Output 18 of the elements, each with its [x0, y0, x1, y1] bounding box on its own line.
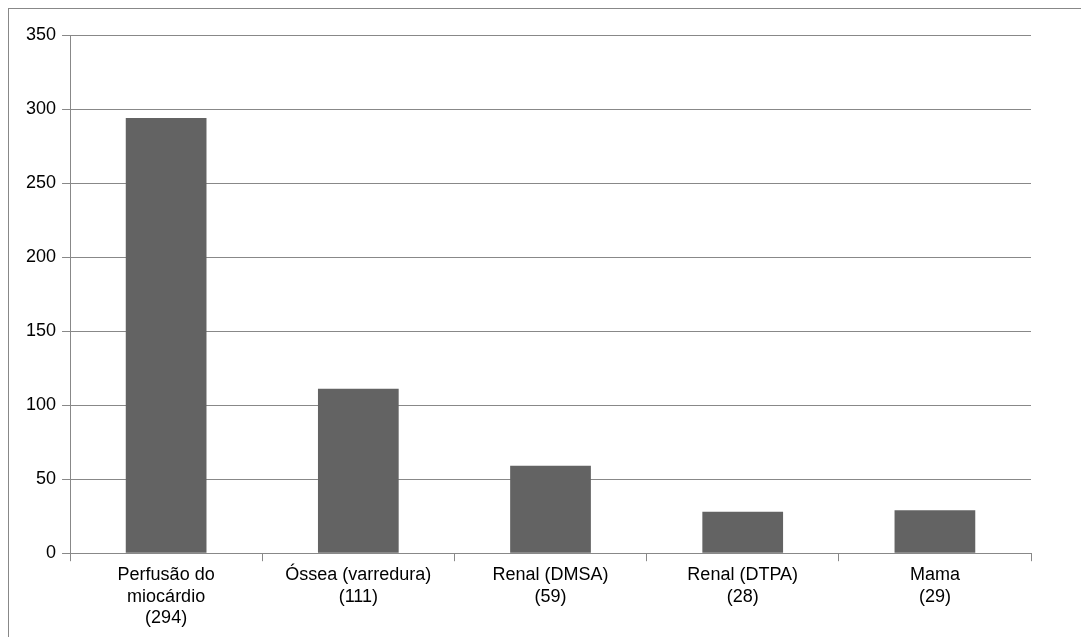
bar — [317, 388, 399, 553]
y-tick-label: 150 — [25, 320, 57, 341]
y-tick-label: 350 — [25, 23, 57, 44]
bar — [702, 511, 784, 553]
bar — [125, 117, 207, 553]
y-tick-label: 300 — [25, 98, 57, 118]
bar — [894, 510, 976, 553]
x-tick-label: Renal (DMSA) (59) — [492, 563, 609, 606]
x-tick-label: Renal (DTPA) (28) — [687, 563, 799, 606]
x-tick-label: Perfusão do miocárdio (294) — [117, 563, 215, 628]
y-tick-label: 0 — [46, 542, 57, 563]
y-tick-label: 100 — [25, 394, 57, 415]
y-tick-label: 250 — [25, 172, 57, 193]
y-tick-label: 50 — [36, 468, 57, 489]
y-tick-label: 200 — [25, 246, 57, 267]
x-tick-label: Óssea (varredura) (111) — [285, 562, 432, 606]
x-tick-label: Mama (29) — [909, 563, 961, 606]
bar — [510, 465, 591, 553]
